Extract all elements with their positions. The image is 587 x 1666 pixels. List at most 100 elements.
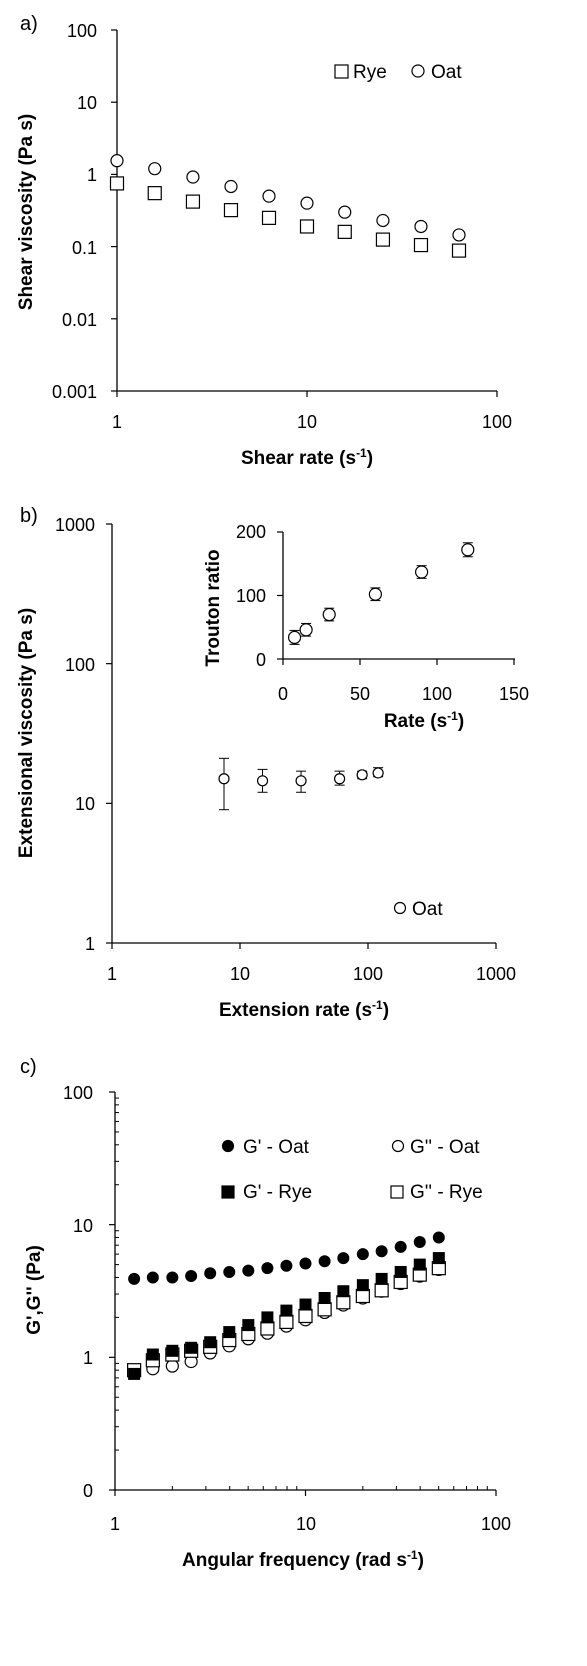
data-point-g-prime-rye [185,1341,198,1354]
panel-b-x-tick-label: 100 [353,964,383,984]
data-point-g-prime-rye [299,1298,312,1311]
inset-data-point [368,587,382,601]
data-point-g-prime-oat [375,1245,388,1258]
legend-label-rye: Rye [353,62,387,83]
panel-a-y-tick-label: 10 [77,93,97,113]
panel-b-x-tick-label: 1 [107,964,117,984]
panel-b-label: b) [20,505,38,527]
panel-c-y-tick-label: 1 [83,1348,93,1368]
data-point-oat [256,775,269,787]
panel-b-y-tick-label: 1 [85,934,95,954]
inset-x-axis-title: Rate (s-1) [384,709,464,732]
panel-a: a) 100 10 1 0.1 0.01 0.001 1 10 100 Shea… [16,13,512,469]
panel-a-x-tick-label: 100 [482,412,512,432]
panel-b-x-tick-labels: 1 10 100 1000 [107,964,516,984]
panel-b-x-tick-label: 10 [230,964,250,984]
panel-c-data-marks [127,1231,446,1380]
data-point-oat [334,773,346,785]
panel-c-x-tick-label: 10 [296,1514,316,1534]
data-point-g-prime-oat [223,1265,236,1278]
data-point-oat [186,170,200,184]
data-point-rye [337,224,352,239]
panel-a-data-marks [109,154,467,258]
legend-label-g-double-prime-oat: G'' - Oat [410,1137,480,1158]
panel-c-y-tick-label: 10 [73,1216,93,1236]
legend-marker-oat [411,64,425,78]
data-point-g-double-prime-rye [279,1314,294,1329]
data-point-g-double-prime-rye [317,1302,332,1317]
data-point-oat [338,205,352,219]
inset-ticks [277,531,515,665]
data-point-oat [218,773,230,785]
panel-c-label: c) [20,1056,37,1078]
data-point-rye [375,232,391,247]
legend-marker-oat [393,901,407,915]
inset-data-point [299,623,313,637]
data-point-g-prime-rye [356,1279,369,1292]
data-point-g-prime-oat [318,1255,331,1268]
data-point-oat [148,162,162,176]
data-point-g-prime-rye [432,1252,445,1265]
legend-label-oat: Oat [412,899,443,920]
panel-a-x-axis-title: Shear rate (s-1) [241,446,373,469]
data-point-oat [224,179,238,194]
panel-c-y-tick-label: 100 [63,1083,93,1103]
data-point-oat [110,154,124,168]
panel-a-y-tick-label: 100 [67,21,97,41]
inset-x-tick-label: 0 [278,684,288,704]
data-point-g-prime-oat [128,1272,141,1285]
data-point-g-prime-rye [204,1336,217,1349]
panel-c-y-tick-labels: 100 10 1 0 [63,1083,93,1501]
panel-c-x-tick-label: 1 [110,1514,120,1534]
data-point-g-prime-rye [128,1367,141,1380]
panel-a-y-tick-labels: 100 10 1 0.1 0.01 0.001 [52,21,97,402]
data-point-g-double-prime-rye [355,1288,370,1304]
panel-a-legend: Rye Oat [334,62,462,83]
panel-c: c) 100 10 1 0 1 10 100 Angular frequency… [20,1056,511,1571]
data-point-oat [414,219,428,234]
legend-label-g-double-prime-rye: G'' - Rye [410,1182,483,1203]
data-point-g-prime-oat [356,1248,369,1261]
inset-data-point [322,607,336,622]
data-point-g-prime-oat [413,1236,426,1249]
panel-a-y-tick-label: 1 [87,165,97,185]
panel-a-y-tick-label: 0.001 [52,382,97,402]
data-point-rye [451,243,467,258]
panel-a-y-tick-label: 0.1 [72,238,97,258]
panel-c-y-axis-title: G',G'' (Pa) [24,1245,45,1335]
legend-marker-g-double-prime-rye [390,1185,404,1199]
data-point-g-prime-oat [146,1271,159,1284]
panel-a-x-tick-labels: 1 10 100 [112,412,512,432]
panel-b-inset: 200 100 0 0 50 100 150 Rate (s-1) Trouto… [203,522,529,732]
panel-c-x-tick-labels: 1 10 100 [110,1514,511,1534]
data-point-oat [372,767,384,779]
data-point-g-prime-rye [166,1344,179,1357]
data-point-oat [452,228,466,242]
inset-x-tick-label: 150 [499,684,529,704]
data-point-g-prime-oat [261,1262,274,1275]
data-point-oat [295,775,307,787]
panel-a-y-axis-title: Shear viscosity (Pa s) [16,114,37,310]
data-point-g-prime-oat [166,1271,179,1284]
data-point-g-prime-rye [261,1311,274,1324]
panel-a-y-tick-label: 0.01 [62,310,97,330]
inset-y-tick-label: 100 [236,586,266,606]
panel-c-y-tick-label: 0 [83,1481,93,1501]
data-point-rye [413,237,429,253]
panel-b: b) 1000 100 10 1 1 10 100 1000 Extension… [16,505,529,1021]
panel-a-label: a) [20,13,38,35]
data-point-oat [376,213,390,228]
data-point-g-prime-rye [413,1258,426,1271]
legend-marker-rye [334,64,349,79]
legend-marker-g-prime-oat [221,1139,235,1153]
data-point-oat [300,196,314,210]
data-point-g-prime-rye [375,1272,388,1285]
inset-y-tick-label: 200 [236,522,266,542]
data-point-g-prime-oat [185,1270,198,1283]
data-point-oat [356,769,368,781]
data-point-g-prime-rye [146,1348,159,1361]
panel-b-x-tick-label: 1000 [476,964,516,984]
data-point-g-prime-oat [280,1259,293,1272]
data-point-rye [147,186,162,201]
